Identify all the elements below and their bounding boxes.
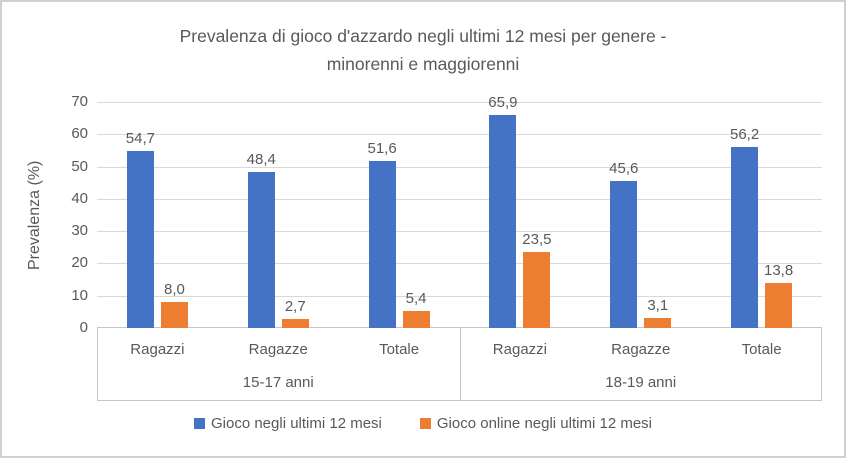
- bar-series1-6: [731, 146, 759, 328]
- bar-value-label-series1-6: 56,2: [729, 125, 760, 143]
- y-tick-label-40: 40: [71, 189, 88, 207]
- gridline-50: [97, 166, 822, 168]
- y-tick-label-60: 60: [71, 125, 88, 143]
- group-row: 15-17 anni 18-19 anni: [97, 374, 822, 392]
- bar-series1-4: [489, 115, 517, 328]
- bar-value-label-series2-6: 13,8: [763, 262, 794, 280]
- chart-title-line-2: minorenni e maggiorenni: [326, 54, 520, 74]
- y-tick-label-0: 0: [79, 319, 88, 336]
- bar-value-label-series2-2: 2,7: [284, 298, 306, 316]
- bar-value-label-series1-1: 54,7: [125, 130, 156, 148]
- gridline-40: [97, 198, 822, 200]
- category-separator-middle: [459, 328, 461, 400]
- gridline-70: [97, 102, 822, 103]
- category-label-6: Totale: [741, 341, 782, 358]
- chart-title-line-1: Prevalenza di gioco d'azzardo negli ulti…: [179, 26, 667, 46]
- bar-value-label-series1-3: 51,6: [367, 140, 397, 158]
- category-row: Ragazzi Ragazze Totale Ragazzi Ragazze Totale: [97, 341, 822, 359]
- bar-series2-1: [160, 302, 188, 328]
- plot-area: 54,7 8,0 48,4 2,7 51,6 5,4 65,9 23,5 45,6 3,1 56,2…: [97, 94, 822, 328]
- bar-value-label-series2-4: 23,5: [522, 231, 552, 249]
- category-separator-right: [821, 328, 822, 400]
- chart-title: Prevalenza di gioco d'azzardo negli ulti…: [2, 22, 844, 78]
- legend-swatch-orange-icon: [419, 418, 431, 429]
- bar-series2-5: [644, 318, 672, 328]
- category-label-4: Ragazzi: [492, 341, 548, 358]
- legend-swatch-blue-icon: [193, 418, 205, 429]
- legend-label-gioco-online: Gioco online negli ultimi 12 mesi: [436, 415, 652, 432]
- category-separator-left: [97, 328, 98, 400]
- category-label-1: Ragazzi: [130, 341, 185, 358]
- category-axis-area: Ragazzi Ragazze Totale Ragazzi Ragazze Totale…: [97, 328, 822, 401]
- bar-value-label-series1-2: 48,4: [246, 150, 276, 168]
- y-tick-label-20: 20: [71, 254, 88, 272]
- gridline-10: [97, 295, 822, 297]
- bar-series1-1: [126, 151, 154, 328]
- y-axis-ticks: 0 10 20 30 40 50 60 70: [2, 93, 88, 336]
- bar-value-label-series2-3: 5,4: [405, 289, 427, 307]
- group-label-1: 15-17 anni: [242, 374, 314, 391]
- gridline-60: [97, 134, 822, 136]
- bar-series2-3: [402, 310, 430, 328]
- bar-series2-6: [765, 283, 793, 328]
- legend-item-gioco: Gioco negli ultimi 12 mesi: [193, 415, 382, 432]
- y-tick-label-70: 70: [71, 93, 88, 110]
- category-label-5: Ragazze: [611, 341, 671, 358]
- bar-value-label-series1-4: 65,9: [488, 94, 518, 112]
- legend: Gioco negli ultimi 12 mesi Gioco online …: [2, 415, 844, 432]
- bar-value-label-series2-1: 8,0: [163, 281, 185, 299]
- gridline-0: [97, 327, 822, 328]
- bar-series2-2: [281, 319, 309, 328]
- y-tick-label-10: 10: [71, 286, 88, 304]
- group-label-2: 18-19 anni: [605, 374, 677, 391]
- legend-label-gioco: Gioco negli ultimi 12 mesi: [210, 415, 382, 432]
- legend-item-gioco-online: Gioco online negli ultimi 12 mesi: [419, 415, 652, 432]
- y-tick-label-50: 50: [71, 157, 88, 175]
- gridline-30: [97, 231, 822, 233]
- bar-value-label-series2-5: 3,1: [647, 297, 669, 314]
- bar-series1-5: [610, 180, 638, 328]
- category-label-2: Ragazze: [248, 341, 308, 358]
- bar-series2-4: [523, 252, 551, 328]
- bar-series1-3: [368, 161, 396, 328]
- bar-series1-2: [247, 171, 275, 328]
- category-label-3: Totale: [379, 341, 420, 358]
- bar-value-label-series1-5: 45,6: [609, 159, 639, 177]
- gridline-20: [97, 263, 822, 265]
- y-tick-label-30: 30: [71, 222, 88, 240]
